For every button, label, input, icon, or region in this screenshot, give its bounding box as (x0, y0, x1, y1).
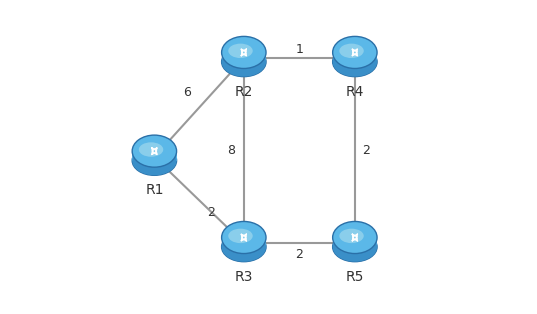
Ellipse shape (332, 232, 377, 262)
Text: 1: 1 (295, 42, 303, 56)
Ellipse shape (339, 44, 364, 58)
Ellipse shape (332, 221, 377, 253)
Text: R1: R1 (145, 183, 164, 197)
Ellipse shape (139, 142, 163, 157)
Text: R4: R4 (346, 84, 364, 99)
Ellipse shape (339, 229, 364, 243)
Polygon shape (332, 237, 377, 247)
Ellipse shape (222, 47, 266, 77)
Ellipse shape (222, 232, 266, 262)
Polygon shape (132, 151, 177, 160)
Text: R2: R2 (235, 84, 253, 99)
Polygon shape (222, 52, 266, 62)
Ellipse shape (228, 229, 253, 243)
Text: R3: R3 (235, 270, 253, 284)
Ellipse shape (332, 232, 377, 262)
Text: 2: 2 (295, 248, 303, 261)
Ellipse shape (222, 232, 266, 262)
Text: 2: 2 (207, 206, 215, 219)
Ellipse shape (222, 221, 266, 253)
Ellipse shape (132, 135, 177, 167)
Polygon shape (222, 237, 266, 247)
Text: R5: R5 (346, 270, 364, 284)
Text: 8: 8 (228, 144, 236, 157)
Polygon shape (332, 52, 377, 62)
Ellipse shape (332, 36, 377, 68)
Ellipse shape (222, 36, 266, 68)
Ellipse shape (132, 146, 177, 175)
Ellipse shape (132, 146, 177, 175)
Text: 6: 6 (183, 86, 191, 99)
Ellipse shape (332, 47, 377, 77)
Text: 2: 2 (362, 144, 369, 157)
Ellipse shape (332, 47, 377, 77)
Ellipse shape (222, 47, 266, 77)
Ellipse shape (228, 44, 253, 58)
